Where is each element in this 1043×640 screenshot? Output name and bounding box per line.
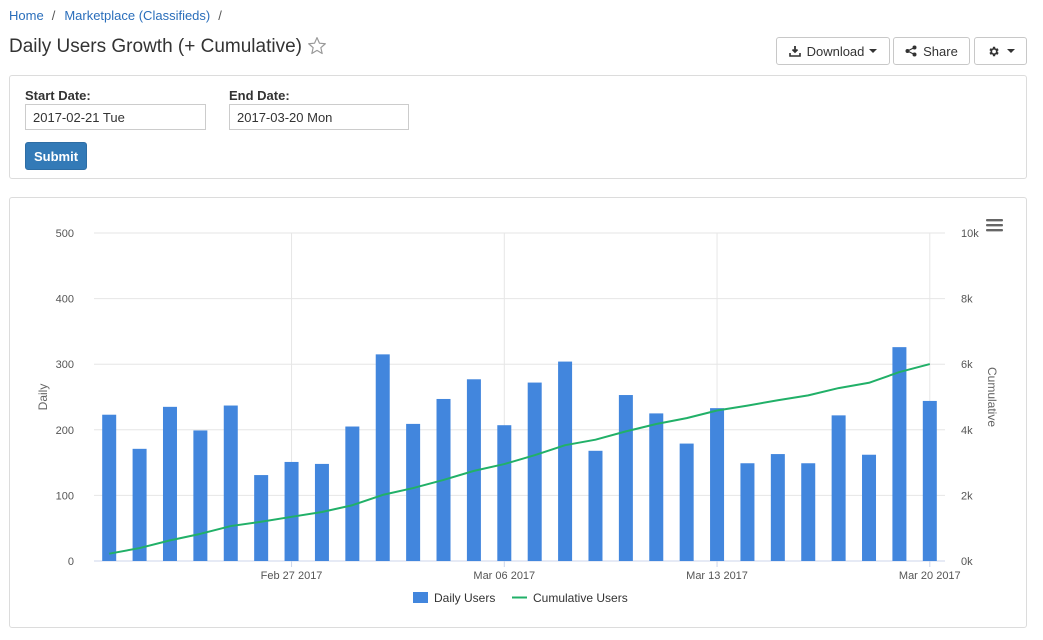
breadcrumb-section-link[interactable]: Marketplace (Classifieds) xyxy=(64,8,211,23)
daily-users-bar xyxy=(679,443,694,561)
start-date-label: Start Date: xyxy=(25,88,91,103)
start-date-input[interactable] xyxy=(25,104,206,130)
breadcrumb-separator: / xyxy=(51,8,56,23)
daily-users-bar xyxy=(770,454,785,561)
legend-label-daily-users: Daily Users xyxy=(434,591,495,605)
legend-label-cumulative-users: Cumulative Users xyxy=(533,591,628,605)
x-tick-label: Mar 06 2017 xyxy=(473,570,535,582)
y-left-axis-title: Daily xyxy=(36,384,50,411)
daily-users-bar xyxy=(345,426,360,561)
daily-users-bar xyxy=(254,475,269,561)
download-button[interactable]: Download xyxy=(776,37,890,65)
daily-users-bar xyxy=(223,405,238,561)
daily-users-bars xyxy=(102,347,937,561)
star-icon[interactable] xyxy=(307,36,327,56)
share-label: Share xyxy=(923,43,958,59)
daily-users-bar xyxy=(558,361,573,561)
y-left-tick-label: 300 xyxy=(56,359,74,371)
daily-users-bar xyxy=(284,461,299,561)
y-right-tick-label: 10k xyxy=(961,228,979,240)
daily-users-bar xyxy=(588,450,603,561)
daily-users-bar xyxy=(649,413,664,561)
daily-users-bar xyxy=(102,414,117,561)
y-left-tick-label: 200 xyxy=(56,425,74,437)
daily-users-bar xyxy=(922,400,937,561)
chevron-down-icon xyxy=(869,49,878,53)
legend-symbol-daily-users xyxy=(413,592,428,603)
cumulative-users-series-line xyxy=(109,363,931,555)
end-date-input[interactable] xyxy=(229,104,409,130)
daily-users-bar xyxy=(162,406,177,561)
daily-users-bar xyxy=(710,408,725,561)
end-date-label: End Date: xyxy=(229,88,290,103)
daily-users-bar xyxy=(862,454,877,561)
y-left-tick-label: 500 xyxy=(56,228,74,240)
chevron-down-icon xyxy=(1006,49,1015,53)
y-left-tick-label: 400 xyxy=(56,294,74,306)
y-right-tick-label: 0k xyxy=(961,556,973,568)
daily-users-bar xyxy=(740,463,755,561)
daily-users-bar xyxy=(618,395,633,561)
daily-users-bar xyxy=(132,448,147,561)
x-tick-label: Mar 20 2017 xyxy=(899,570,961,582)
chart-menu-button[interactable] xyxy=(986,219,1003,232)
daily-users-chart: 0 0k 100 2k 200 4k 300 6k 400 8k 500 10k Feb 27 2017… xyxy=(36,219,1003,605)
hamburger-icon xyxy=(986,219,1003,232)
grid xyxy=(94,232,945,562)
share-button[interactable]: Share xyxy=(893,37,970,65)
breadcrumb-home-link[interactable]: Home xyxy=(9,8,44,23)
y-right-axis-title: Cumulative xyxy=(985,367,999,427)
y-left-tick-label: 100 xyxy=(56,490,74,502)
gear-icon xyxy=(988,46,999,56)
submit-button[interactable]: Submit xyxy=(25,142,87,170)
x-tick-label: Mar 13 2017 xyxy=(686,570,748,582)
daily-users-bar xyxy=(527,382,542,561)
y-right-tick-label: 2k xyxy=(961,490,973,502)
y-right-tick-label: 6k xyxy=(961,359,973,371)
daily-users-bar xyxy=(497,425,512,561)
axes: 0 0k 100 2k 200 4k 300 6k 400 8k 500 10k Feb 27 2017… xyxy=(36,228,999,582)
x-tick-label: Feb 27 2017 xyxy=(261,570,323,582)
y-left-tick-label: 0 xyxy=(68,556,74,568)
settings-button[interactable] xyxy=(974,37,1027,65)
y-right-tick-label: 4k xyxy=(961,425,973,437)
page-title: Daily Users Growth (+ Cumulative) xyxy=(9,36,302,57)
breadcrumb: Home / Marketplace (Classifieds) / xyxy=(9,8,231,23)
daily-users-bar xyxy=(831,415,846,561)
download-icon xyxy=(788,46,801,57)
chart-panel: 0 0k 100 2k 200 4k 300 6k 400 8k 500 10k Feb 27 2017… xyxy=(9,197,1027,628)
legend[interactable]: Daily Users Cumulative Users xyxy=(413,591,628,605)
download-label: Download xyxy=(806,43,865,59)
daily-users-bar xyxy=(892,347,907,561)
share-icon xyxy=(905,45,917,57)
cumulative-users-line xyxy=(109,363,931,555)
daily-users-bar xyxy=(801,463,816,561)
daily-users-bar xyxy=(193,430,208,561)
filter-panel: Start Date: End Date: Submit xyxy=(9,75,1027,179)
daily-users-bar xyxy=(406,423,421,561)
y-right-tick-label: 8k xyxy=(961,294,973,306)
daily-users-bar xyxy=(375,354,390,561)
breadcrumb-separator: / xyxy=(218,8,222,23)
